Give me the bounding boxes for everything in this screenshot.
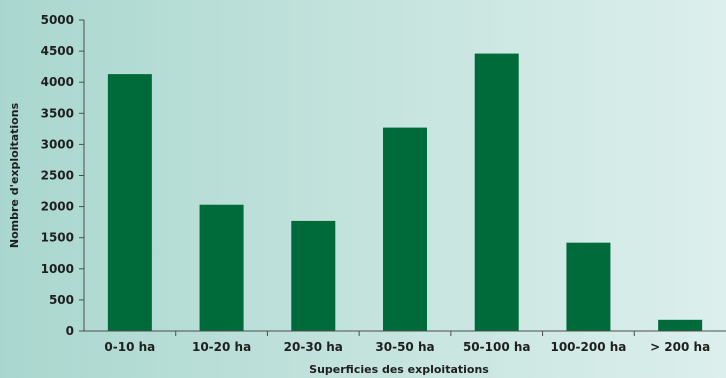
y-tick-label: 500 (49, 293, 74, 307)
y-axis-ticks: 0 500 1000 1500 2000 2500 3000 3500 4000 4500 5000 (41, 13, 84, 338)
y-tick-label: 4000 (41, 75, 74, 89)
bar (383, 127, 427, 331)
y-tick-label: 1000 (41, 262, 74, 276)
x-tick-label: > 200 ha (650, 340, 710, 354)
bar (658, 319, 703, 331)
y-tick-label: 3500 (41, 106, 74, 120)
y-tick-label: 1500 (41, 231, 74, 245)
bar (566, 242, 611, 331)
y-tick-label: 4500 (41, 44, 74, 58)
y-tick-label: 2000 (41, 200, 74, 214)
x-axis-ticks: 0-10 ha 10-20 ha 20-30 ha 30-50 ha 50-100 ha… (104, 331, 710, 354)
x-axis-title: Superficies des exploitations (309, 363, 489, 376)
x-tick-label: 0-10 ha (104, 340, 155, 354)
y-tick-label: 2500 (41, 169, 74, 183)
bar (474, 53, 519, 331)
x-tick-label: 100-200 ha (550, 340, 626, 354)
x-tick-label: 20-30 ha (284, 340, 343, 354)
bar (199, 204, 244, 331)
bar (291, 220, 336, 331)
bars (107, 53, 703, 331)
y-tick-label: 5000 (41, 13, 74, 27)
y-axis-title: Nombre d'exploitations (8, 102, 21, 248)
x-tick-label: 10-20 ha (192, 340, 251, 354)
x-tick-label: 50-100 ha (463, 340, 531, 354)
bar (107, 74, 152, 331)
y-tick-label: 0 (66, 324, 74, 338)
x-tick-label: 30-50 ha (375, 340, 434, 354)
y-tick-label: 3000 (41, 137, 74, 151)
